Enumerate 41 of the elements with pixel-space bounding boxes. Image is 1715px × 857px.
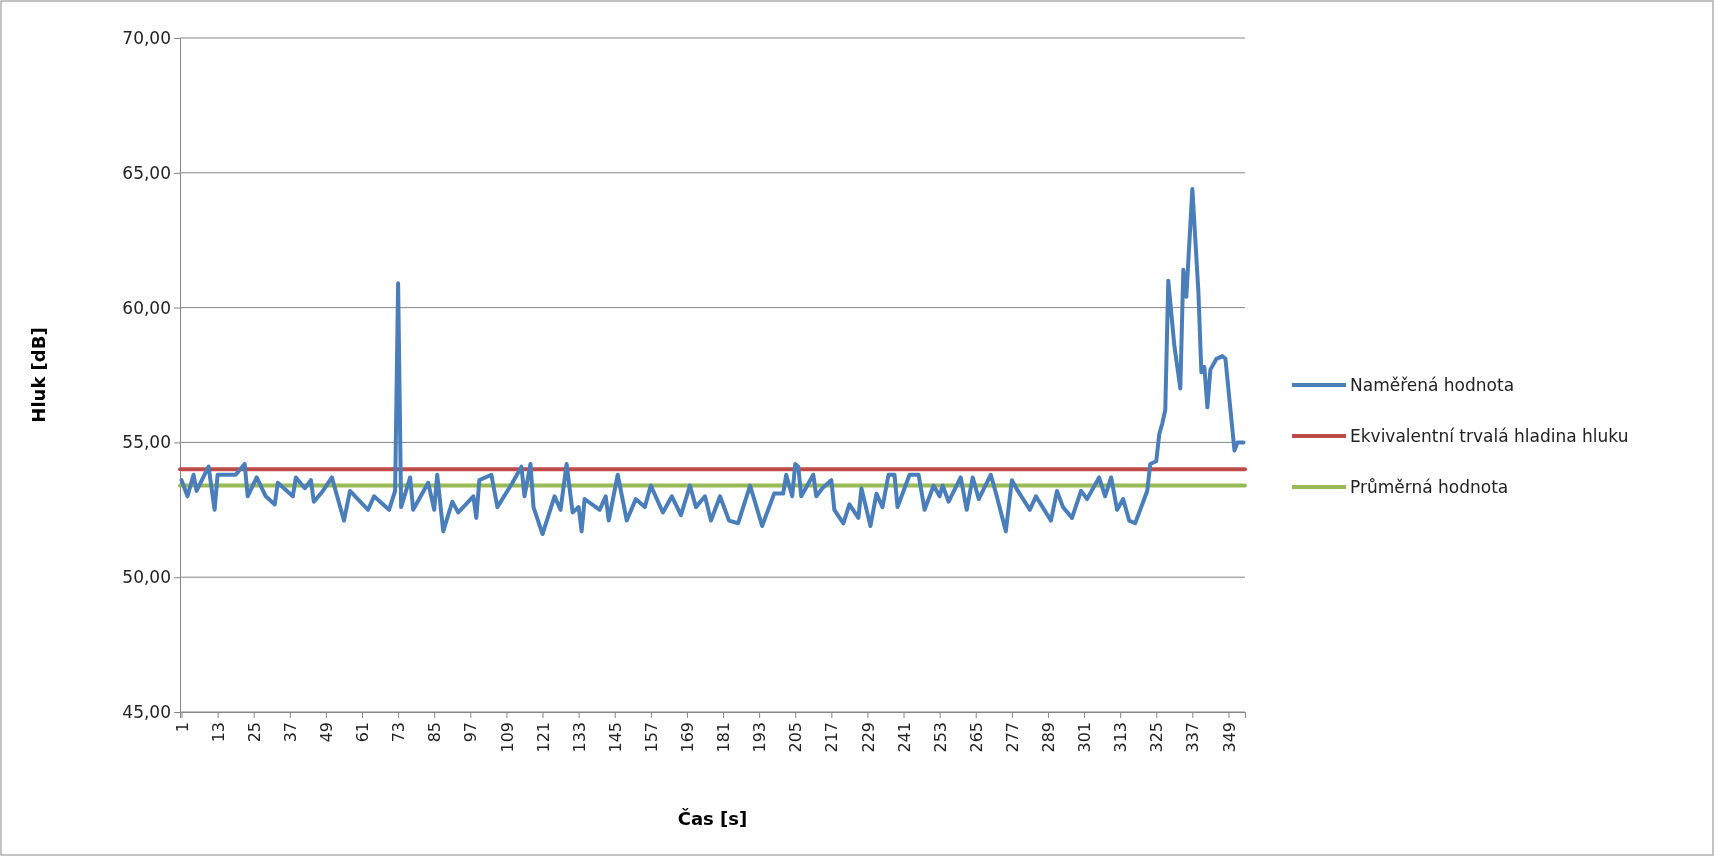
x-tick-label: 277 [1002,722,1022,753]
x-tick-label: 313 [1111,722,1131,753]
y-tick-label: 45,00 [122,701,171,722]
x-tick-label: 109 [497,722,517,753]
x-tick-label: 61 [353,722,373,743]
x-tick-label: 145 [605,722,625,753]
y-tick-label: 70,00 [122,27,171,48]
x-tick-label: 253 [930,722,950,753]
x-tick-label: 265 [966,722,986,753]
y-tick-label: 55,00 [122,432,171,453]
x-tick-label: 325 [1147,722,1167,753]
x-tick-label: 301 [1075,722,1095,753]
x-tick-label: 193 [750,722,770,753]
x-tick-label: 13 [208,722,228,743]
legend-label: Naměřená hodnota [1350,374,1515,395]
x-axis-title: Čas [s] [677,808,748,829]
x-tick-label: 49 [317,722,337,743]
y-tick-label: 50,00 [122,567,171,588]
x-tick-label: 241 [894,722,914,753]
x-tick-label: 217 [822,722,842,753]
legend-label: Ekvivalentní trvalá hladina hluku [1350,425,1629,446]
x-tick-label: 37 [280,722,300,743]
x-tick-label: 133 [569,722,589,753]
x-tick-label: 337 [1183,722,1203,753]
legend-label: Průměrná hodnota [1350,476,1509,497]
x-tick-label: 229 [858,722,878,753]
x-tick-label: 1 [172,722,192,733]
x-tick-label: 181 [714,722,734,753]
x-tick-label: 205 [786,722,806,753]
x-tick-label: 121 [533,722,553,753]
x-tick-label: 169 [678,722,698,753]
x-tick-label: 73 [389,722,409,743]
y-axis-title: Hluk [dB] [28,327,49,423]
x-tick-label: 85 [425,722,445,743]
x-tick-label: 157 [641,722,661,753]
x-tick-label: 289 [1039,722,1059,753]
x-tick-label: 97 [461,722,481,743]
x-tick-label: 349 [1219,722,1239,753]
y-tick-label: 60,00 [122,297,171,318]
x-tick-label: 25 [244,722,264,743]
y-tick-label: 65,00 [122,162,171,183]
